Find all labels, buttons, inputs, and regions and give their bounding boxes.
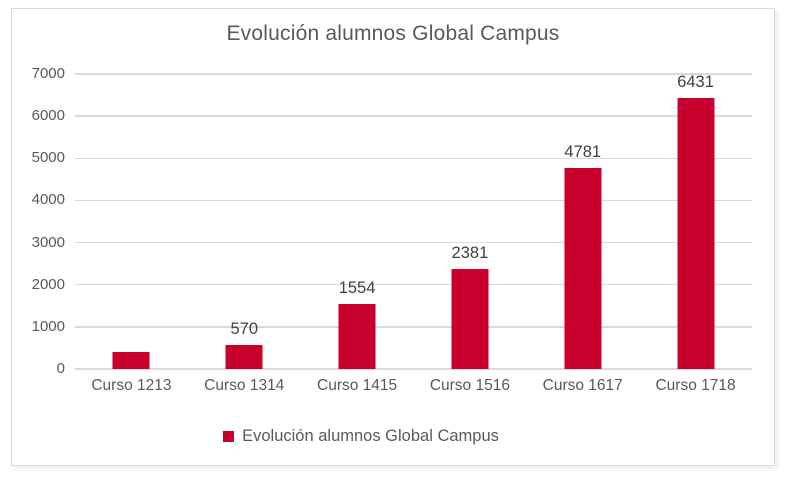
y-tick-label: 6000 [31, 107, 65, 125]
chart-frame [11, 8, 775, 466]
bar-value-label: 1554 [338, 278, 376, 297]
x-tick-label: Curso 1516 [429, 377, 510, 394]
bar-slot: 6431 [639, 72, 752, 369]
legend-label: Evolución alumnos Global Campus [242, 427, 499, 445]
bar-slot: 570 [188, 74, 301, 369]
bar-curso-1718 [677, 97, 715, 369]
legend-marker-square-icon [223, 431, 235, 442]
bar-slot: 4781 [526, 74, 639, 369]
bar-value-label: 6431 [677, 72, 714, 91]
y-tick-label: 7000 [31, 65, 65, 82]
y-tick-label: 4000 [31, 191, 65, 209]
plot-area: 0 1000 2000 3000 4000 5000 6000 7000 570 1554 2381… [32, 65, 752, 377]
gridline [75, 115, 752, 117]
legend: Evolución alumnos Global Campus [11, 427, 711, 446]
bar-curso-1516 [451, 268, 489, 369]
gridline [75, 241, 752, 244]
bar-curso-1415 [338, 303, 376, 369]
bar-value-label: 4781 [564, 142, 602, 161]
x-tick-label: Curso 1718 [655, 377, 736, 394]
gridline [75, 157, 752, 160]
x-tick-label: Curso 1617 [542, 377, 623, 394]
bar-value-label: 570 [230, 319, 258, 338]
x-tick-label: Curso 1415 [317, 377, 398, 394]
x-tick-label: Curso 1314 [204, 377, 285, 394]
bar-curso-1314 [225, 344, 263, 369]
chart-title: Evolución alumnos Global Campus [226, 22, 560, 45]
gridline [75, 326, 752, 328]
y-tick-label: 0 [56, 360, 65, 377]
x-axis-labels: Curso 1213 Curso 1314 Curso 1415 Curso 1516… [75, 377, 752, 395]
x-tick-label: Curso 1213 [91, 377, 172, 394]
gridline [75, 283, 752, 286]
bar-slot: 2381 [414, 74, 527, 369]
y-tick-label: 3000 [31, 233, 65, 251]
bar-curso-1213 [112, 352, 150, 369]
bar-value-label: 2381 [451, 243, 489, 262]
bar-curso-1617 [564, 167, 602, 369]
bar-slot: 1554 [301, 74, 414, 369]
gridline [75, 73, 752, 75]
bar-slot [75, 74, 188, 369]
gridline [75, 199, 752, 202]
gridline [75, 368, 752, 370]
y-tick-label: 2000 [31, 275, 65, 293]
y-tick-label: 1000 [31, 317, 65, 335]
y-tick-label: 5000 [31, 149, 65, 167]
